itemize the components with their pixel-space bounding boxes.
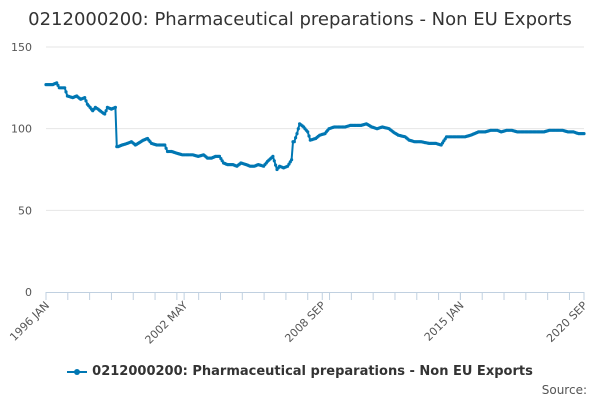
data-point <box>294 136 298 140</box>
chart-legend[interactable]: 0212000200: Pharmaceutical preparations … <box>0 364 600 379</box>
data-point <box>83 96 87 100</box>
data-point <box>272 159 276 163</box>
data-point <box>271 154 275 158</box>
data-point <box>307 134 311 138</box>
chart-title: 0212000200: Pharmaceutical preparations … <box>28 9 572 30</box>
x-tick-label: 2008 SEP <box>282 299 328 345</box>
data-point <box>163 143 167 147</box>
x-tick-label: 2015 JAN <box>422 299 467 344</box>
source-label[interactable]: Source: <box>541 383 587 397</box>
y-tick-label: 0 <box>25 286 32 299</box>
data-point <box>84 99 88 103</box>
y-tick-label: 50 <box>18 204 32 217</box>
data-point <box>103 112 107 116</box>
data-point <box>295 132 299 136</box>
data-point <box>113 105 117 109</box>
y-tick-label: 150 <box>11 41 32 54</box>
y-tick-label: 100 <box>11 123 32 136</box>
data-point <box>56 83 60 87</box>
series-line <box>46 81 584 171</box>
data-point <box>55 81 59 85</box>
data-point <box>64 90 68 94</box>
data-point <box>292 140 296 144</box>
data-point <box>306 130 310 134</box>
data-point <box>104 109 108 113</box>
data-point <box>290 158 294 162</box>
data-point <box>274 163 278 167</box>
data-point <box>582 132 586 136</box>
data-point <box>164 146 168 150</box>
x-tick-label: 2020 SEP <box>544 299 590 345</box>
legend-series-swatch <box>67 368 88 375</box>
data-point <box>296 127 300 131</box>
data-point <box>63 86 67 90</box>
x-tick-label: 1996 JAN <box>7 299 52 344</box>
x-tick-label: 2002 MAY <box>143 299 191 347</box>
legend-series-label: 0212000200: Pharmaceutical preparations … <box>92 364 533 379</box>
